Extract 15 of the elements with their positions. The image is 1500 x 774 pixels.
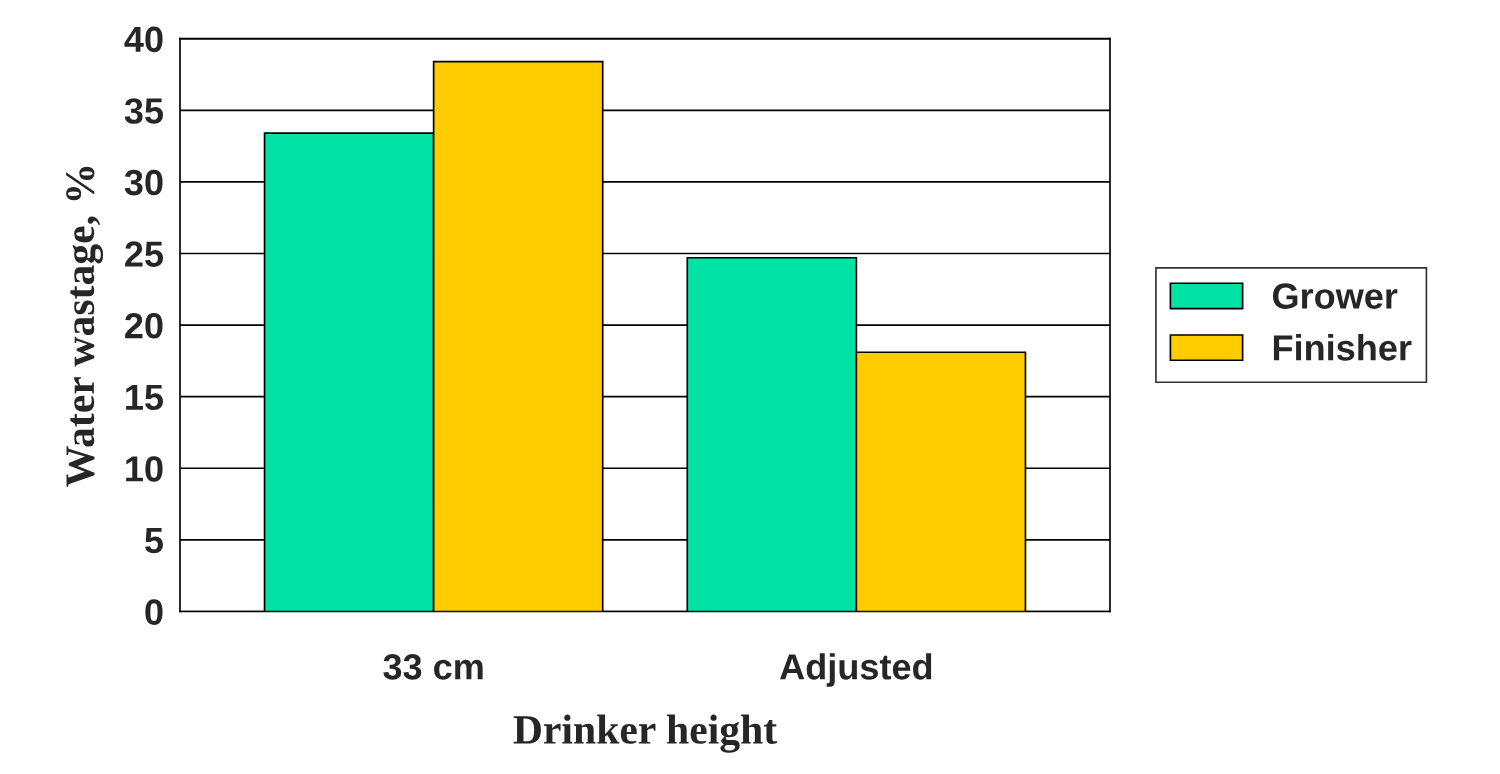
y-tick-label: 5 (145, 528, 164, 554)
y-tick-label: 15 (126, 384, 164, 411)
legend-label: Grower (1272, 283, 1398, 309)
legend-label: Finisher (1273, 334, 1412, 361)
y-tick-label: 10 (126, 456, 163, 482)
y-tick-label: 40 (124, 26, 163, 53)
y-tick-label: 25 (125, 241, 164, 267)
y-tick-label: 0 (145, 599, 163, 625)
y-tick-label: 30 (124, 169, 163, 196)
x-axis-title: Drinker height (513, 714, 777, 753)
x-tick-label: 33 cm (383, 654, 483, 680)
x-tick-label: Adjusted (780, 653, 932, 687)
y-tick-label: 20 (125, 312, 163, 339)
y-tick-label: 35 (124, 98, 164, 124)
y-axis-title: Water wastage, % (66, 166, 104, 487)
